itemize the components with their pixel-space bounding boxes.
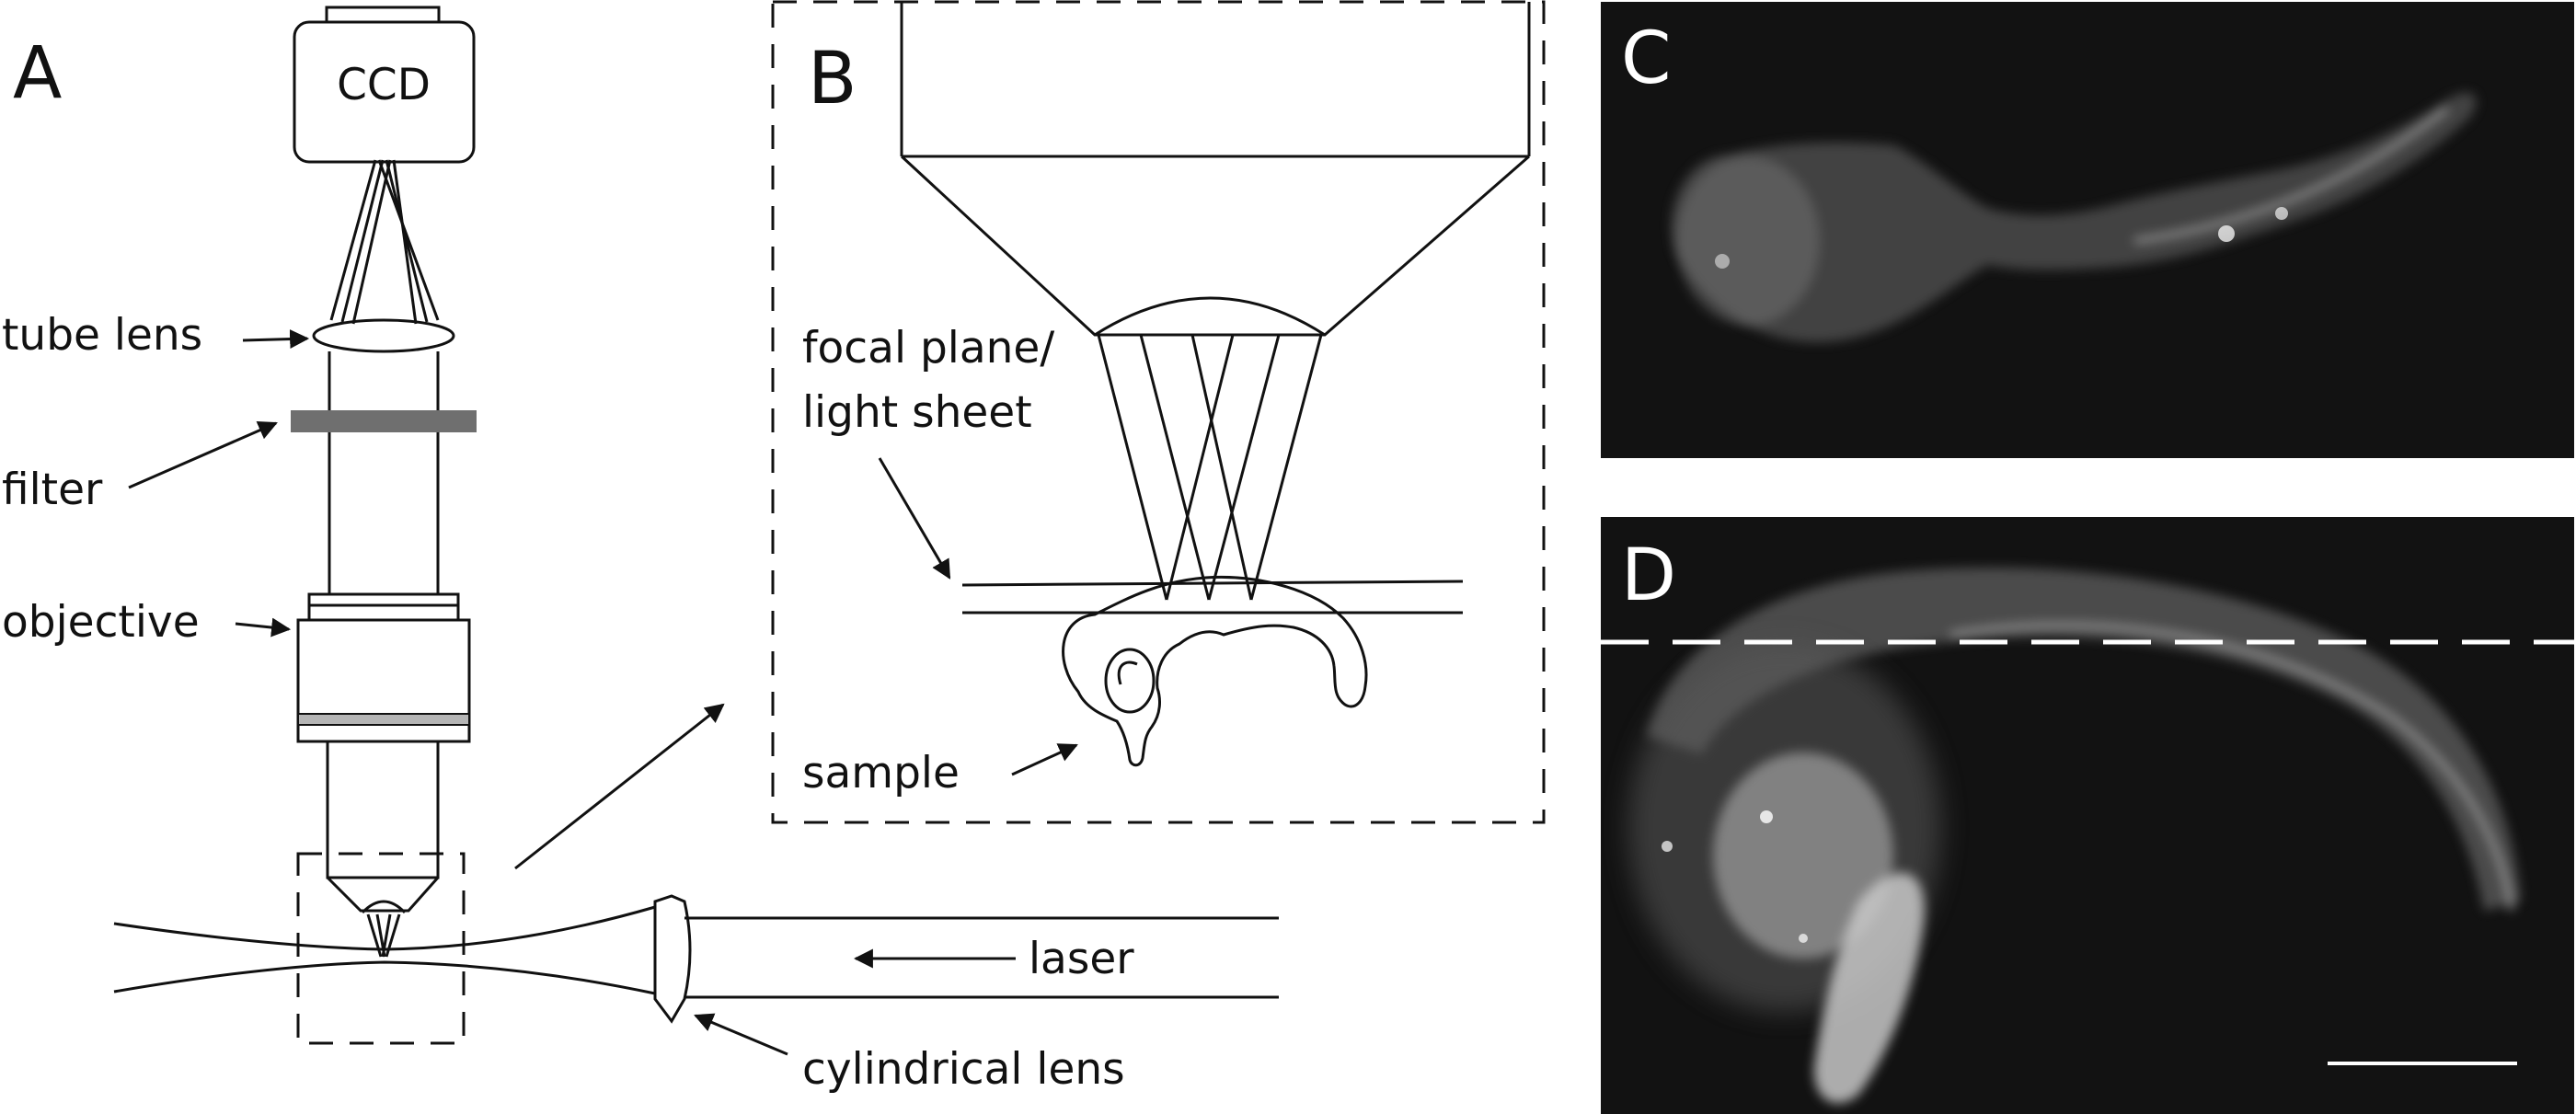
micrograph-d-embryo (1628, 567, 2521, 1104)
tube-lens (312, 318, 455, 353)
panel-c-micrograph: C (1601, 2, 2574, 458)
cylindrical-lens-arrow (694, 1013, 788, 1056)
objective-cone (900, 155, 1530, 337)
panel-label-a: A (13, 32, 62, 115)
filter-arrow (128, 420, 278, 489)
ccd-camera (293, 20, 476, 164)
panel-b-detail: B focal plane/ light sheet sample (771, 0, 1546, 824)
panel-d-micrograph: D (1601, 517, 2574, 1114)
objective-collar (307, 592, 460, 622)
cylindrical-lens (653, 894, 692, 1024)
embryo-outline (1062, 575, 1368, 767)
light-sheet-lower-edge (113, 960, 656, 995)
objective-lens-detail (1094, 296, 1326, 337)
laser-label: laser (1029, 934, 1134, 984)
detail-dashed-frame (771, 0, 1546, 824)
filter-label: filter (2, 465, 103, 515)
micrograph-c-embryo (1671, 92, 2477, 343)
objective-arrow (235, 617, 292, 637)
light-sheet-upper-edge (113, 905, 656, 951)
embryo-eye (1104, 648, 1156, 714)
embryo-lens (1117, 660, 1138, 685)
sample-arrow (1011, 743, 1078, 776)
focal-plane-label-1: focal plane/ (802, 323, 1054, 373)
objective-barrel (326, 740, 440, 879)
imaging-rays (329, 159, 440, 325)
sample-label: sample (802, 748, 960, 798)
objective-band (297, 713, 470, 726)
ccd-mount (325, 6, 441, 24)
emission-filter (291, 410, 477, 432)
panel-a-schematic: A CCD tube lens filter objective (2, 6, 1279, 1095)
focal-plane-label-2: light sheet (802, 387, 1032, 438)
panel-label-c: C (1621, 17, 1671, 100)
objective-tip (326, 876, 440, 913)
zoom-arrow (514, 703, 725, 870)
focal-plane-arrow (878, 457, 951, 580)
tube-lens-arrow (242, 329, 310, 350)
panel-label-b: B (808, 38, 857, 121)
zoom-region-box (296, 852, 466, 1045)
detail-rays (1097, 334, 1323, 601)
panel-label-d: D (1621, 534, 1676, 617)
ccd-label: CCD (337, 60, 431, 110)
objective-front-lens (361, 900, 407, 914)
tube-lens-label: tube lens (2, 310, 202, 361)
light-sheet-top (961, 580, 1464, 587)
objective-label: objective (2, 597, 200, 648)
cylindrical-lens-label: cylindrical lens (802, 1044, 1125, 1095)
